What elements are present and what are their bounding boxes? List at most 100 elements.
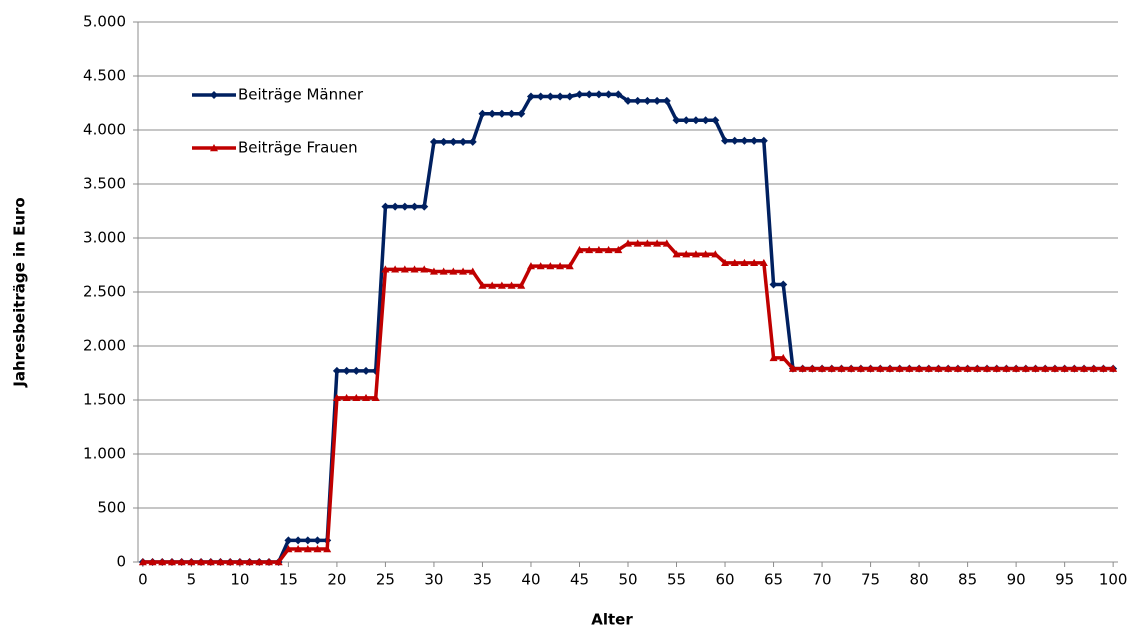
legend-marker — [210, 144, 218, 152]
data-point — [391, 265, 400, 273]
data-point — [818, 364, 827, 372]
data-point — [759, 258, 768, 267]
y-tick-label: 4.500 — [83, 67, 126, 85]
x-tick-label: 55 — [667, 571, 686, 589]
y-tick-label: 3.000 — [83, 229, 126, 247]
x-tick-label: 20 — [327, 571, 346, 589]
x-tick-label: 30 — [424, 571, 443, 589]
data-point — [313, 536, 322, 545]
data-point — [158, 558, 167, 566]
data-point — [342, 393, 351, 402]
data-point — [216, 558, 225, 566]
data-point — [478, 281, 487, 289]
data-point — [1089, 364, 1098, 372]
legend-label: Beiträge Frauen — [238, 139, 358, 157]
data-point — [624, 239, 632, 247]
data-point — [245, 558, 254, 566]
data-point — [546, 92, 555, 101]
data-point — [284, 545, 293, 553]
data-point — [517, 109, 526, 118]
data-point — [303, 545, 312, 553]
data-point — [497, 109, 506, 118]
x-tick-label: 85 — [958, 571, 977, 589]
x-tick-label: 5 — [187, 571, 197, 589]
data-point — [585, 245, 594, 254]
y-tick-label: 2.000 — [83, 337, 126, 355]
data-point — [769, 280, 778, 289]
data-point — [662, 96, 671, 105]
data-point — [691, 250, 700, 258]
data-point — [400, 202, 409, 211]
data-point — [769, 353, 778, 362]
data-point — [546, 262, 555, 270]
y-tick-label: 2.500 — [83, 283, 126, 301]
x-tick-label: 15 — [279, 571, 298, 589]
data-point — [963, 364, 972, 372]
data-point — [1060, 364, 1069, 372]
data-point — [594, 90, 603, 99]
data-point — [459, 137, 468, 146]
data-point — [575, 90, 584, 99]
data-point — [507, 109, 516, 118]
data-point — [798, 364, 807, 372]
data-point — [614, 90, 623, 99]
data-point — [604, 90, 613, 99]
data-point — [711, 250, 720, 258]
data-point — [381, 265, 390, 273]
data-point — [362, 366, 371, 375]
data-point — [779, 280, 788, 289]
data-point — [759, 136, 768, 145]
data-point — [885, 364, 894, 372]
data-point — [303, 536, 312, 545]
data-point — [1021, 364, 1030, 372]
x-tick-label: 25 — [376, 571, 395, 589]
data-point — [449, 267, 458, 275]
data-point — [1012, 364, 1021, 372]
data-point — [148, 558, 157, 566]
data-point — [750, 258, 759, 267]
data-point — [526, 92, 535, 101]
data-point — [1050, 364, 1059, 372]
data-point — [662, 239, 671, 247]
data-point — [468, 137, 477, 146]
x-tick-label: 80 — [910, 571, 929, 589]
x-tick-label: 60 — [715, 571, 734, 589]
data-point — [750, 136, 759, 145]
data-point — [701, 250, 710, 258]
data-point — [575, 245, 584, 254]
data-point — [439, 267, 448, 275]
data-point — [410, 265, 419, 273]
data-point — [983, 364, 992, 372]
data-point — [1109, 364, 1118, 372]
data-point — [643, 239, 652, 247]
data-point — [488, 109, 497, 118]
y-tick-label: 0 — [116, 553, 126, 571]
data-point — [924, 364, 933, 372]
data-point — [323, 545, 332, 553]
data-point — [1002, 364, 1011, 372]
data-point — [255, 558, 264, 566]
y-tick-label: 4.000 — [83, 121, 126, 139]
y-axis-label: Jahresbeiträge in Euro — [11, 197, 29, 387]
data-point — [420, 265, 429, 273]
data-point — [856, 364, 865, 372]
data-point — [274, 558, 283, 566]
x-tick-label: 50 — [618, 571, 637, 589]
data-point — [138, 558, 147, 566]
data-point — [672, 250, 681, 258]
series-line — [142, 92, 1114, 564]
data-point — [866, 364, 875, 372]
data-point — [497, 281, 506, 289]
x-tick-label: 100 — [1099, 571, 1128, 589]
data-point — [410, 202, 419, 211]
data-point — [187, 558, 196, 566]
data-point — [740, 136, 749, 145]
data-point — [352, 366, 361, 375]
data-point — [1070, 364, 1079, 372]
y-tick-label: 500 — [97, 499, 126, 517]
data-point — [264, 558, 273, 566]
data-point — [332, 393, 341, 402]
data-point — [788, 364, 797, 372]
data-point — [294, 536, 303, 545]
data-point — [1031, 364, 1040, 372]
